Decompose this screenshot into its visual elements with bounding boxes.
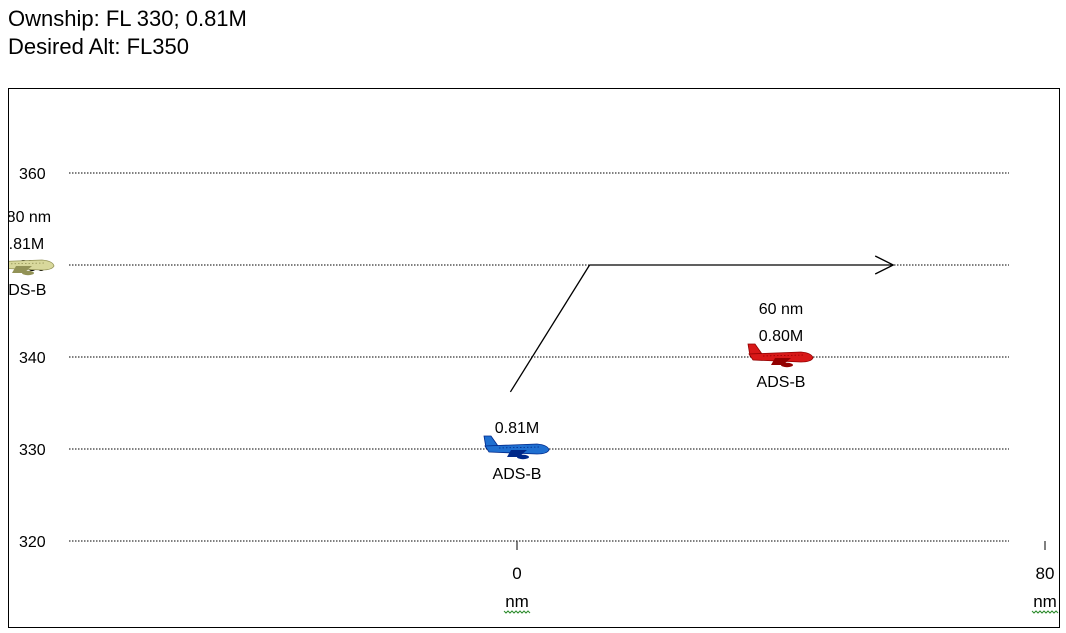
climb-segment	[509, 264, 591, 393]
altitude-label-340: 340	[19, 350, 46, 367]
airplane-icon	[483, 435, 550, 460]
distance-tick-unit: nm	[1033, 592, 1057, 611]
airplane-icon	[747, 343, 814, 368]
traffic-aircraft: ADS-B> 80 nm0.81MADS-B>180nmADS-B0.81MAD…	[9, 209, 814, 483]
aircraft-info-label: 0.81M	[495, 420, 539, 437]
aircraft-info-label: > 80 nm	[9, 209, 51, 226]
aircraft-source-label: ADS-B	[493, 466, 542, 483]
distance-tick-number: 80	[1036, 564, 1055, 583]
altitude-label-360: 360	[19, 166, 46, 183]
aircraft-ownship: 0.81M ADS-B	[483, 420, 550, 483]
vertical-situation-display: 360350340330320 160nm80nm0nm80nm160nm AD…	[9, 166, 1059, 614]
spellcheck-squiggle	[1031, 610, 1059, 614]
distance-ticks: 160nm80nm0nm80nm160nm	[503, 541, 1059, 614]
ownship-status: Ownship: FL 330; 0.81M	[8, 6, 247, 31]
desired-altitude: Desired Alt: FL350	[8, 34, 189, 59]
altitude-label-320: 320	[19, 534, 46, 551]
aircraft-t2: > 80 nm 0.81M ADS-B	[9, 209, 55, 299]
climb-maneuver-arrow	[509, 255, 895, 393]
aircraft-t4: 60 nm 0.80M ADS-B	[747, 301, 814, 391]
airplane-icon	[9, 259, 55, 276]
aircraft-source-label: ADS-B	[9, 282, 46, 299]
aircraft-info-label: 0.81M	[9, 236, 44, 253]
aircraft-info-label: 0.80M	[759, 328, 803, 345]
spellcheck-squiggle	[503, 610, 531, 614]
distance-tick-number: 0	[512, 564, 521, 583]
distance-tick-unit: nm	[505, 592, 529, 611]
altitude-label-330: 330	[19, 442, 46, 459]
altitude-grid	[69, 172, 1009, 542]
arrow-head	[874, 255, 895, 275]
aircraft-info-label: 60 nm	[759, 301, 803, 318]
aircraft-source-label: ADS-B	[757, 374, 806, 391]
vertical-situation-panel: 360350340330320 160nm80nm0nm80nm160nm AD…	[8, 88, 1060, 628]
